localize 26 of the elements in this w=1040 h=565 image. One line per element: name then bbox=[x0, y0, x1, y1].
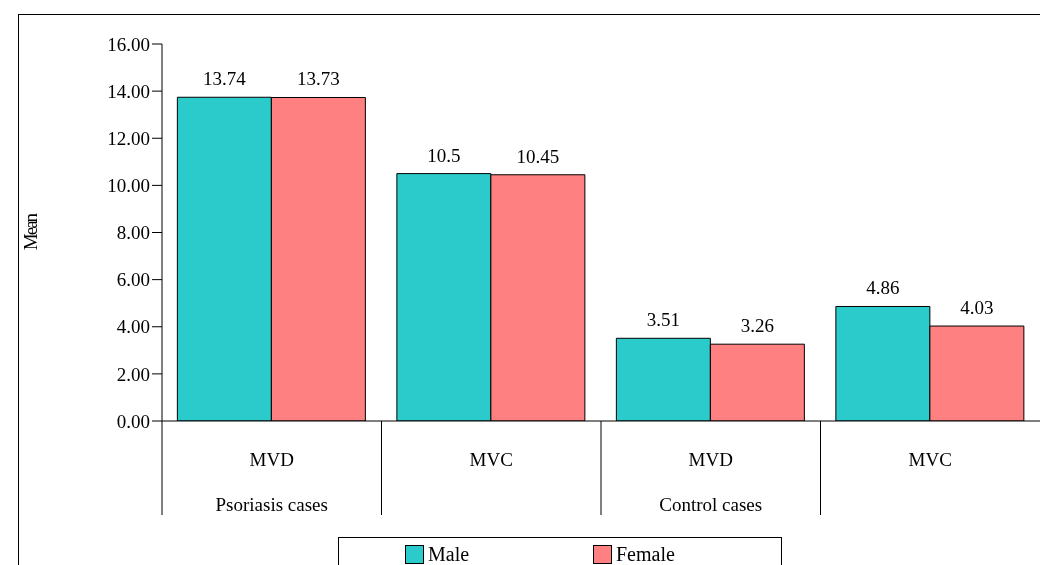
text: Control cases bbox=[659, 494, 763, 515]
y-axis-title: Mean bbox=[19, 212, 41, 251]
text: Psoriasis cases bbox=[215, 494, 328, 515]
x-tick-label: MVD bbox=[688, 449, 733, 470]
y-tick-label: 2.00 bbox=[116, 363, 150, 385]
y-tick-label: 16.00 bbox=[107, 33, 150, 55]
data-label: 3.51 bbox=[646, 309, 680, 331]
y-tick-label: 0.00 bbox=[116, 410, 150, 432]
y-tick-label: 12.00 bbox=[107, 127, 150, 149]
y-tick-label: 6.00 bbox=[116, 269, 150, 291]
x-tick-label: MVD bbox=[249, 449, 294, 470]
y-tick-label: 10.00 bbox=[107, 175, 150, 197]
x-tick-label: MVC bbox=[469, 449, 513, 470]
data-label: 10.5 bbox=[427, 144, 461, 166]
data-label: 3.26 bbox=[740, 315, 774, 337]
data-label: 10.45 bbox=[516, 145, 560, 167]
data-label: 4.86 bbox=[866, 277, 900, 299]
legend-label: Female bbox=[616, 543, 675, 565]
data-label: 13.73 bbox=[296, 68, 340, 90]
legend-label: Male bbox=[428, 543, 470, 565]
y-tick-label: 8.00 bbox=[116, 222, 150, 244]
x-tick-label: MVC bbox=[908, 449, 952, 470]
data-label: 13.74 bbox=[202, 68, 247, 90]
data-label: 4.03 bbox=[960, 297, 994, 319]
y-tick-label: 4.00 bbox=[116, 316, 150, 338]
y-tick-label: 14.00 bbox=[107, 80, 150, 102]
